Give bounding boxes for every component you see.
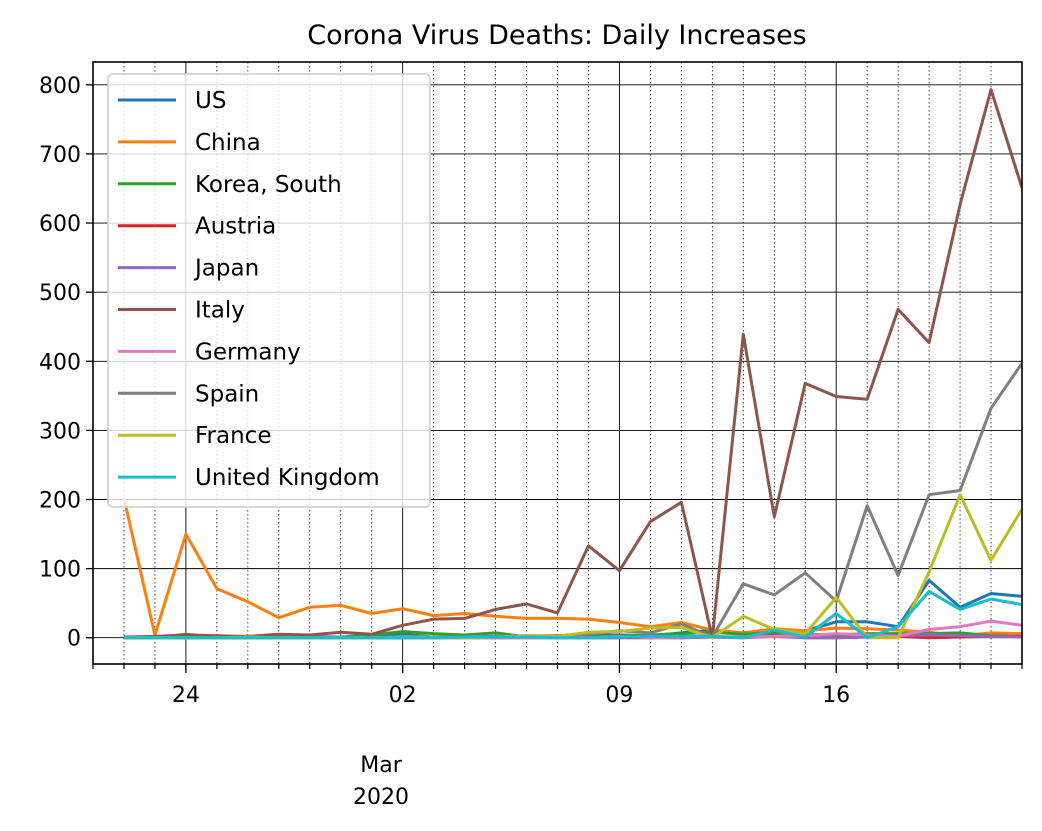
- chart-title: Corona Virus Deaths: Daily Increases: [307, 20, 807, 51]
- x-tick-label: 09: [605, 683, 633, 708]
- legend-japan-label: Japan: [193, 256, 259, 282]
- legend-us-label: US: [195, 88, 226, 114]
- legend-box: [107, 73, 431, 508]
- y-tick-label: 800: [39, 74, 81, 99]
- x-year-label: 2020: [353, 785, 409, 810]
- legend-korea-south-label: Korea, South: [195, 172, 342, 198]
- y-tick-label: 200: [39, 489, 81, 514]
- y-axis: 0 100 200 300 400 500 600 700 800: [39, 74, 93, 652]
- y-tick-label: 500: [39, 281, 81, 306]
- y-tick-label: 600: [39, 212, 81, 237]
- legend-germany-label: Germany: [195, 339, 301, 365]
- y-tick-label: 700: [39, 143, 81, 168]
- legend-france-label: France: [195, 423, 271, 449]
- y-tick-label: 0: [67, 627, 81, 652]
- series-line-china: [122, 497, 1022, 638]
- legend-spain-label: Spain: [195, 381, 259, 407]
- y-tick-label: 400: [39, 350, 81, 375]
- series-layer: [122, 88, 1022, 640]
- y-tick-label: 100: [39, 558, 81, 583]
- legend-united-kingdom-label: United Kingdom: [195, 465, 380, 491]
- series-line-united-kingdom: [124, 589, 1022, 640]
- series-line-italy: [123, 88, 1022, 640]
- x-tick-label: 02: [389, 683, 417, 708]
- x-month-label: Mar: [360, 753, 402, 778]
- y-tick-label: 300: [39, 419, 81, 444]
- x-axis: 24 02 09 16: [92, 664, 1023, 708]
- legend-china-label: China: [195, 130, 261, 156]
- legend-austria-label: Austria: [195, 214, 276, 240]
- x-tick-label: 16: [822, 683, 850, 708]
- legend-italy-label: Italy: [195, 298, 245, 324]
- legend: US China Korea, South Austria Japan Italy Germ…: [107, 73, 431, 508]
- x-tick-label: 24: [172, 683, 200, 708]
